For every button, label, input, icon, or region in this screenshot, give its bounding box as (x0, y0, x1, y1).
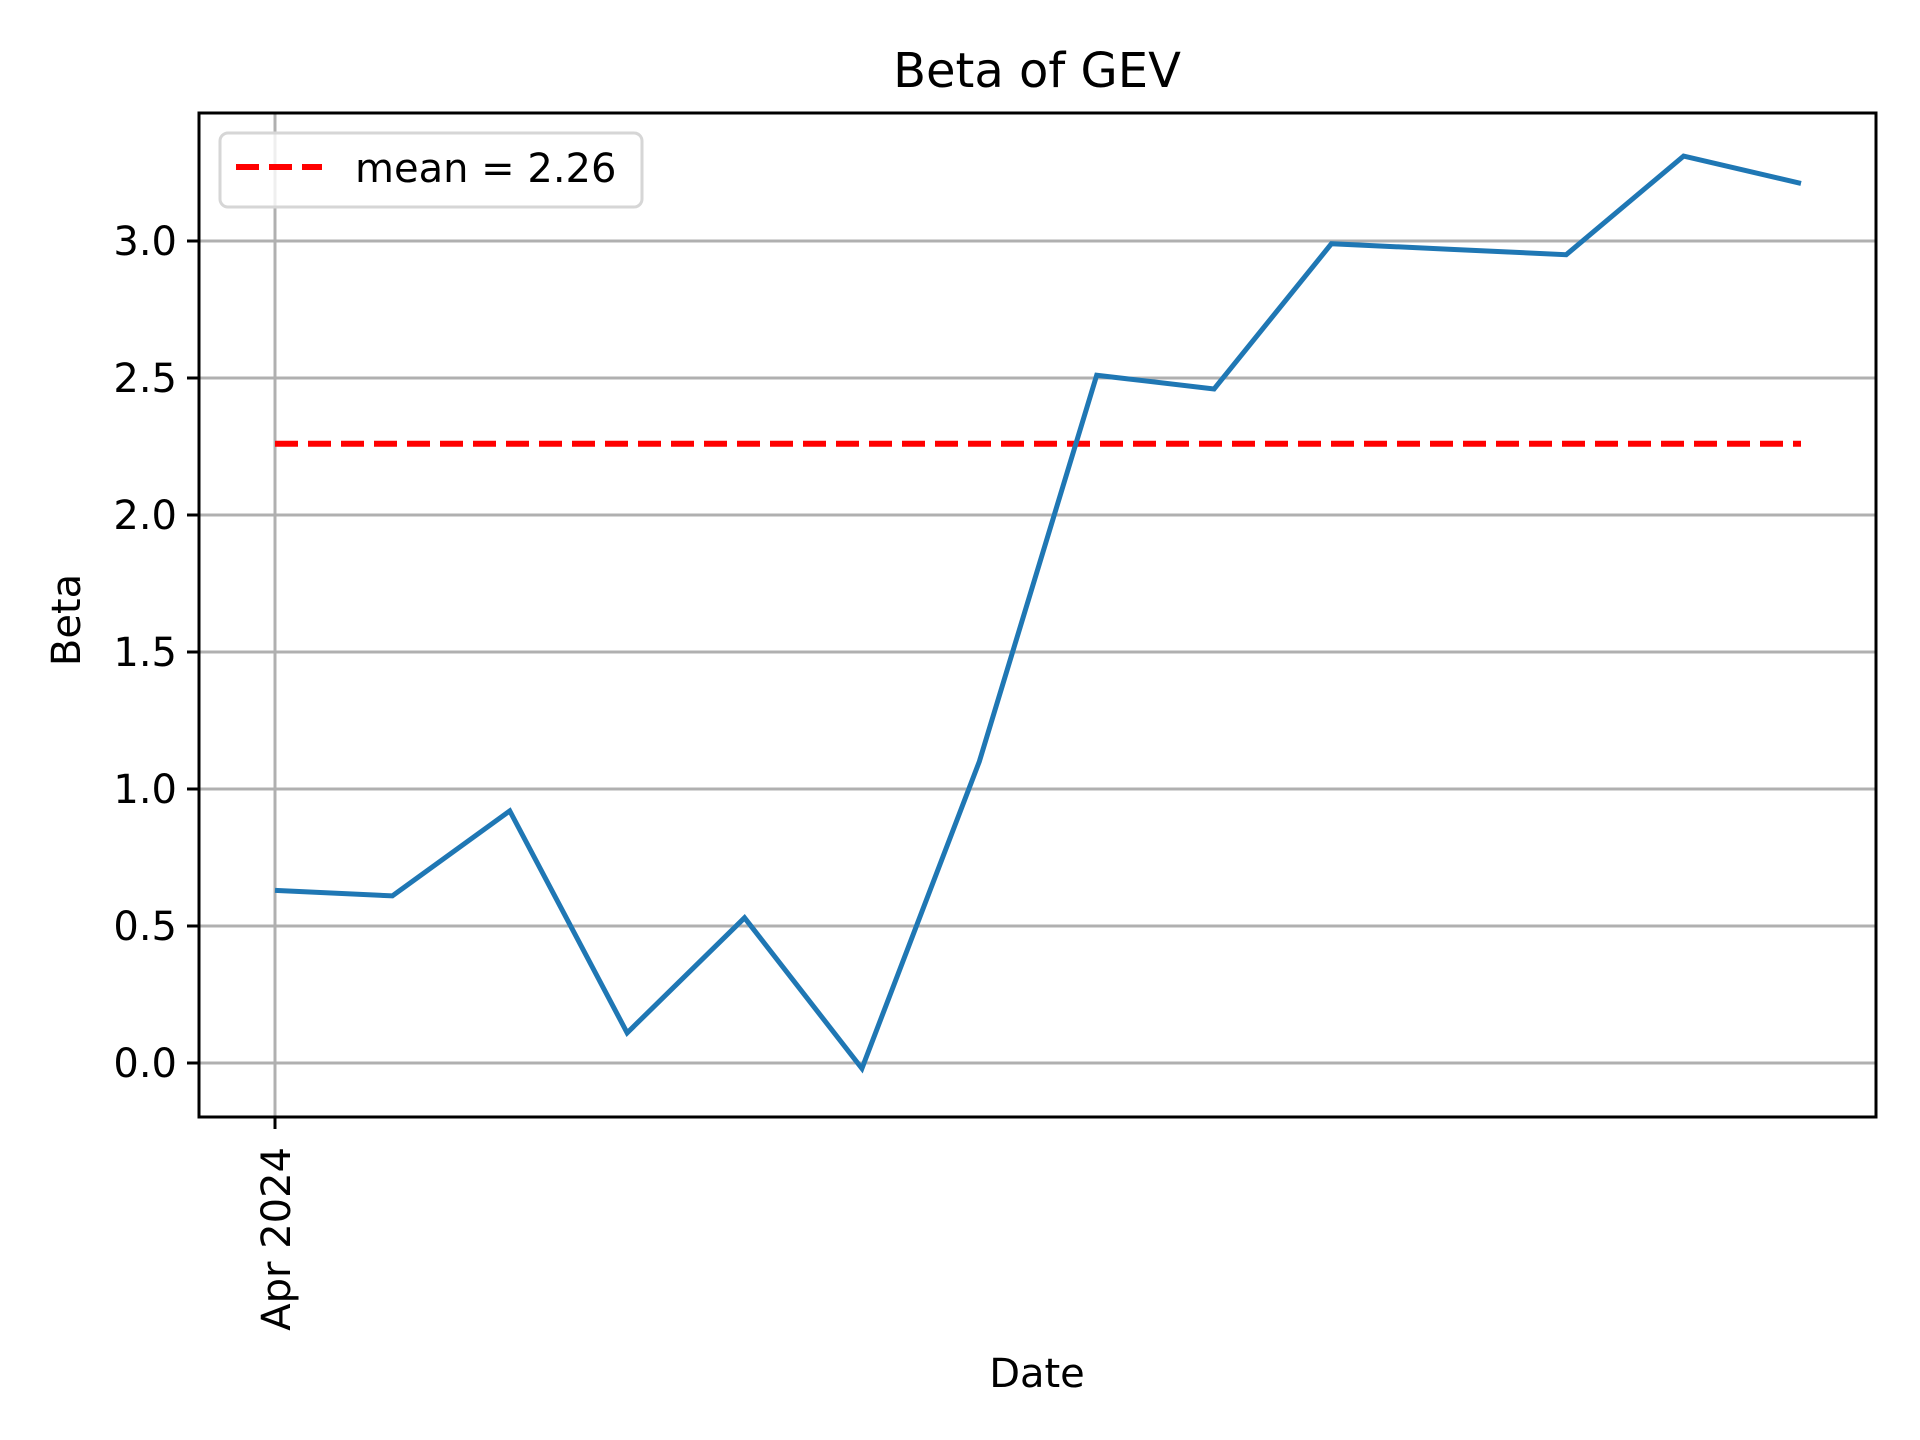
y-tick-label: 2.5 (113, 356, 177, 402)
y-axis-ticks: 0.0 0.5 1.0 1.5 2.0 2.5 3.0 (113, 219, 199, 1087)
legend-label: mean = 2.26 (355, 146, 616, 192)
chart-title: Beta of GEV (893, 43, 1181, 99)
x-axis-ticks: Apr 2024 (254, 1117, 300, 1331)
x-tick-label: Apr 2024 (254, 1147, 300, 1331)
y-tick-label: 3.0 (113, 219, 177, 265)
y-tick-label: 0.5 (113, 904, 177, 950)
y-tick-label: 2.0 (113, 493, 177, 539)
y-gridlines (199, 239, 1876, 1065)
plot-area (197, 111, 1878, 1119)
axes-frame (197, 111, 1878, 1119)
y-axis-label: Beta (44, 574, 90, 666)
legend: mean = 2.26 (218, 131, 644, 209)
y-tick-label: 1.0 (113, 767, 177, 813)
legend-box (218, 131, 644, 209)
x-axis-label: Date (989, 1351, 1085, 1397)
y-tick-label: 0.0 (113, 1041, 177, 1087)
beta-series-line (274, 153, 1802, 1074)
y-tick-label: 1.5 (113, 630, 177, 676)
